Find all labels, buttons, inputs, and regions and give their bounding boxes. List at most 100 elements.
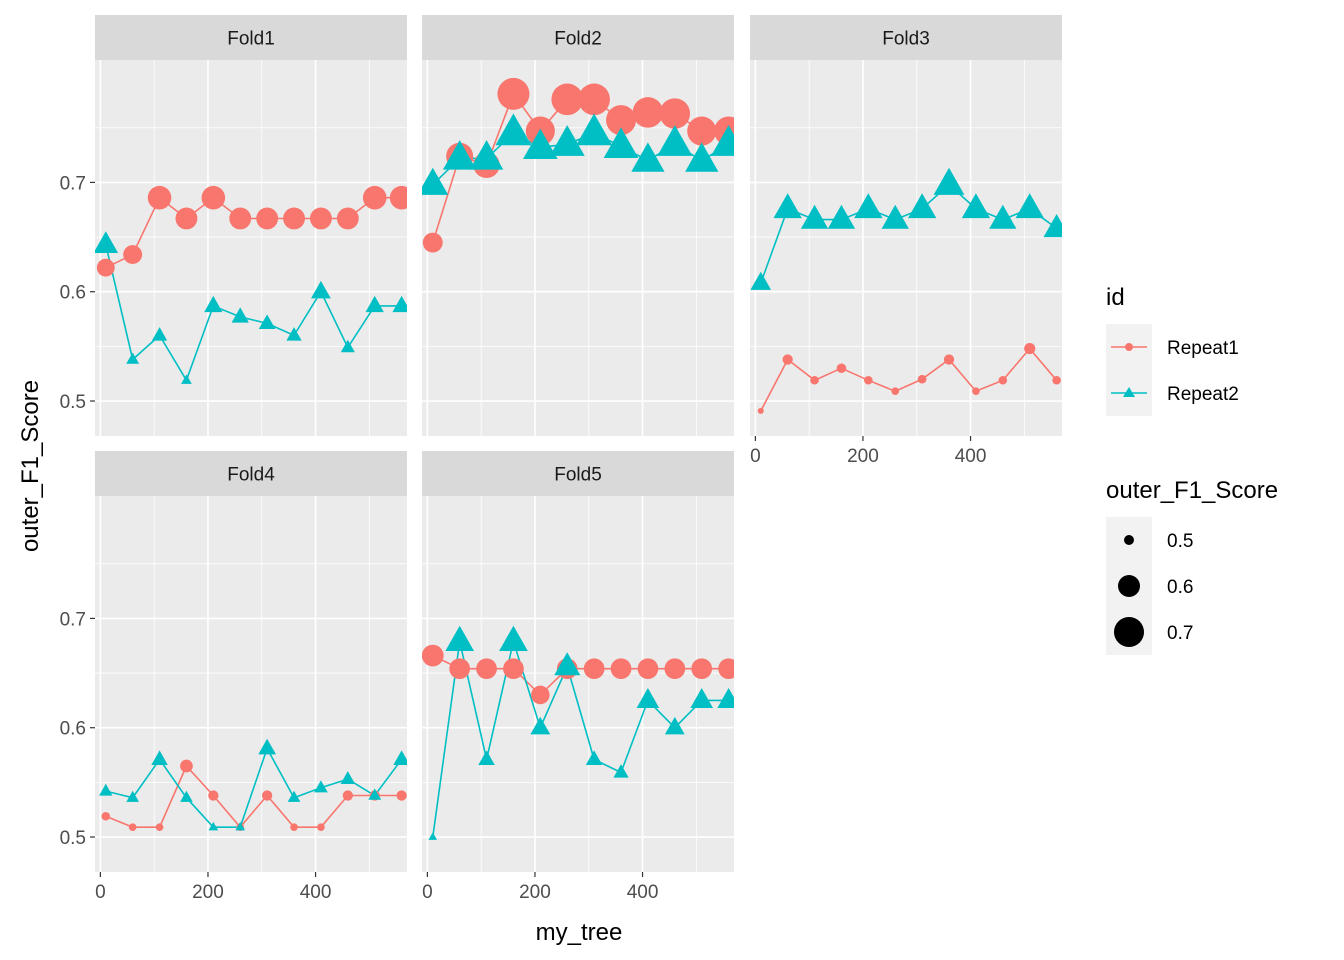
series-line-repeat2 (432, 638, 729, 838)
point-repeat2 (908, 193, 937, 219)
panel-background (95, 496, 407, 872)
point-repeat1 (531, 685, 550, 705)
point-repeat1 (422, 232, 443, 253)
point-repeat1 (123, 245, 143, 265)
point-repeat1 (317, 823, 325, 832)
point-repeat1 (998, 375, 1008, 385)
legend-size-circle (1114, 617, 1144, 647)
legend-size-item: 0.5 (1106, 517, 1193, 563)
point-repeat2 (631, 142, 665, 172)
facet-strip (422, 451, 734, 496)
point-repeat1 (180, 759, 193, 773)
point-repeat1 (175, 207, 198, 230)
point-repeat1 (864, 375, 873, 385)
point-repeat1 (972, 387, 980, 396)
point-repeat2 (773, 193, 802, 219)
facet-panel-fold1: Fold1 (95, 15, 407, 436)
facet-panel-fold3: Fold3 (750, 15, 1062, 436)
point-repeat2 (180, 790, 193, 802)
y-tick-label: 0.6 (60, 719, 86, 740)
point-repeat1 (283, 207, 305, 230)
panel-data (422, 77, 734, 253)
point-repeat2 (495, 113, 532, 146)
point-repeat1 (342, 790, 353, 801)
x-tick-label: 0 (422, 882, 433, 903)
x-tick-label: 200 (847, 446, 879, 467)
legend-label: 0.6 (1167, 577, 1193, 598)
point-repeat1 (422, 644, 444, 667)
panel-data (99, 738, 407, 832)
point-repeat2 (933, 167, 965, 195)
panel-background (95, 60, 407, 436)
point-repeat2 (428, 832, 438, 840)
facet-strip (422, 15, 734, 60)
point-repeat2 (365, 295, 384, 313)
point-repeat1 (261, 790, 273, 801)
facet-strip (95, 451, 407, 496)
point-repeat2 (311, 280, 331, 299)
y-tick-label: 0.6 (60, 283, 86, 304)
y-tick-label: 0.7 (60, 173, 86, 194)
point-repeat2 (368, 788, 382, 800)
point-repeat1 (810, 375, 819, 385)
point-repeat2 (685, 142, 719, 172)
point-repeat2 (392, 295, 407, 313)
point-repeat2 (445, 625, 474, 651)
panel-data (422, 625, 734, 840)
point-repeat2 (717, 688, 734, 708)
y-tick-label: 0.7 (60, 609, 86, 630)
point-repeat2 (231, 307, 249, 323)
point-repeat2 (854, 193, 883, 219)
x-tick-label: 400 (955, 446, 987, 467)
x-axis-layer: 0 200 400 0 200 400 0 200 400 (95, 436, 986, 903)
legend-size-circle (1118, 575, 1140, 597)
point-repeat2 (151, 750, 168, 765)
legend-label: Repeat1 (1167, 338, 1239, 359)
point-repeat2 (126, 790, 139, 802)
point-repeat1 (891, 387, 900, 396)
legend-size-circle (1124, 535, 1134, 545)
point-repeat2 (469, 140, 504, 170)
point-repeat2 (827, 204, 856, 229)
point-repeat2 (286, 327, 302, 341)
point-repeat1 (96, 258, 115, 277)
point-repeat1 (606, 105, 637, 136)
legend-label: 0.5 (1167, 531, 1193, 552)
x-tick-label: 0 (95, 882, 106, 903)
x-tick-label: 200 (192, 882, 224, 903)
point-repeat2 (664, 716, 685, 735)
point-repeat2 (151, 327, 168, 341)
point-repeat2 (340, 339, 355, 353)
point-repeat1 (336, 207, 359, 230)
y-axis-layer: 0.5 0.6 0.7 0.5 0.6 0.7 (60, 173, 95, 849)
point-repeat1 (578, 83, 610, 116)
point-repeat1 (155, 823, 164, 832)
point-repeat2 (690, 688, 713, 708)
point-repeat2 (657, 125, 693, 156)
facet-strip-label: Fold4 (227, 465, 275, 486)
point-repeat2 (208, 821, 219, 831)
point-repeat1 (691, 658, 713, 680)
point-repeat1 (637, 658, 659, 680)
point-repeat2 (393, 750, 407, 765)
point-repeat2 (750, 271, 772, 290)
facet-panel-fold2: Fold2 (422, 15, 734, 436)
x-tick-label: 400 (300, 882, 332, 903)
point-repeat1 (290, 823, 298, 832)
series-line-repeat1 (760, 347, 1058, 412)
point-repeat2 (961, 193, 991, 219)
point-repeat2 (235, 821, 246, 831)
point-repeat2 (340, 771, 356, 784)
point-repeat2 (613, 764, 629, 778)
facet-strip (95, 15, 407, 60)
point-repeat1 (632, 97, 664, 128)
point-repeat1 (583, 658, 605, 680)
point-repeat2 (126, 352, 140, 364)
point-repeat2 (989, 204, 1017, 229)
y-tick-label: 0.5 (60, 828, 86, 849)
point-repeat1 (836, 363, 847, 374)
point-repeat1 (396, 790, 407, 801)
facet-panel-fold4: Fold4 (95, 451, 407, 872)
point-repeat1 (208, 790, 219, 801)
point-repeat1 (201, 185, 226, 210)
